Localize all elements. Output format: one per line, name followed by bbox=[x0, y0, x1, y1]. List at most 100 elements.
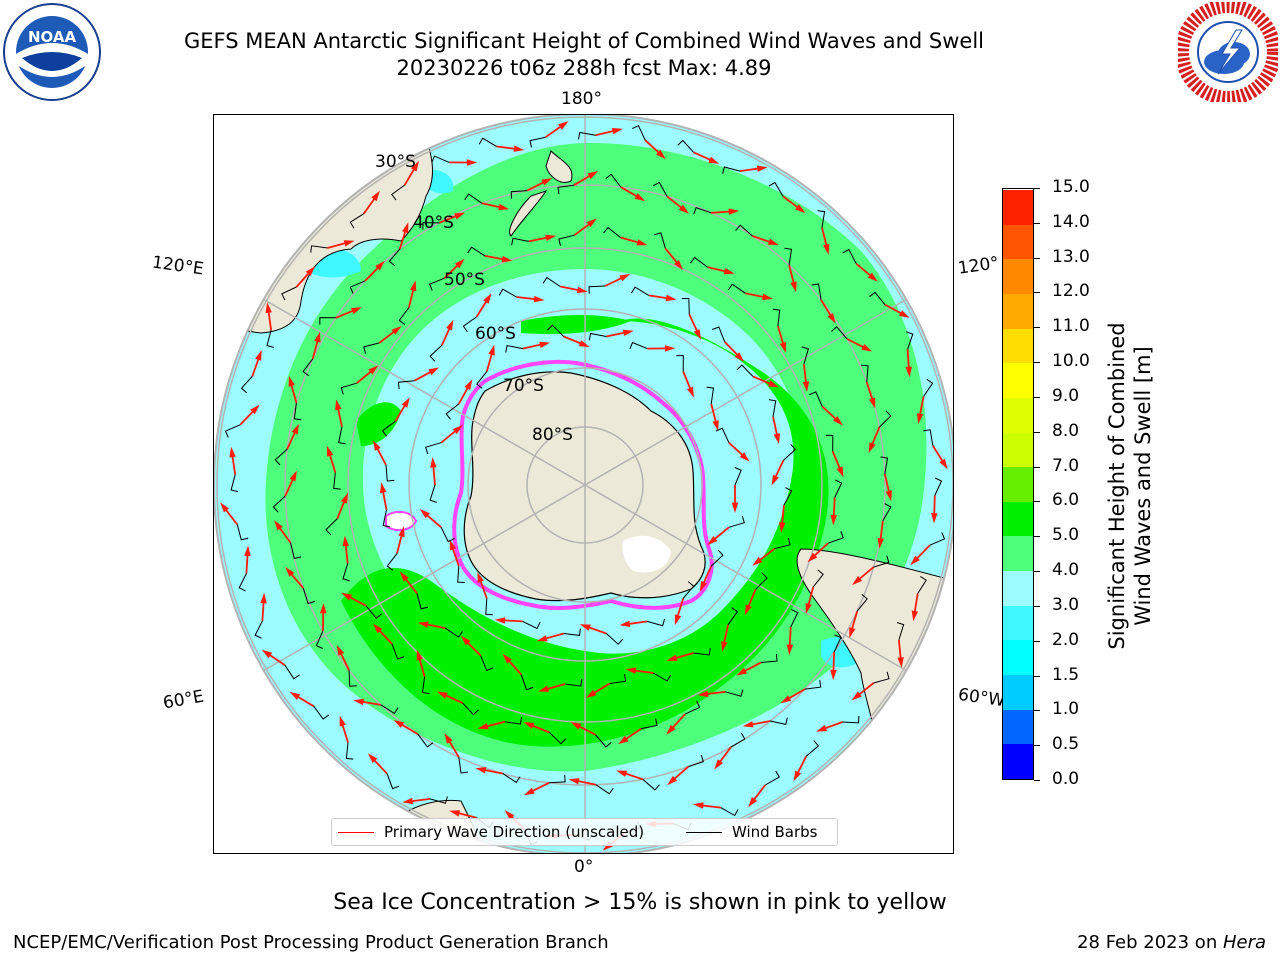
wave-arrow-head bbox=[636, 239, 648, 246]
wave-arrow-head bbox=[861, 344, 873, 352]
wave-arrow-head bbox=[446, 319, 454, 331]
wave-direction-arrow bbox=[718, 746, 732, 764]
wind-barb bbox=[880, 456, 889, 474]
wind-barb bbox=[722, 166, 741, 174]
wave-direction-arrow bbox=[484, 255, 505, 261]
wind-barb bbox=[467, 246, 486, 257]
wave-arrow-head bbox=[805, 603, 812, 614]
wave-arrow-head bbox=[823, 243, 830, 255]
wave-direction-arrow bbox=[648, 294, 669, 300]
wave-arrow-head bbox=[779, 342, 786, 353]
wave-direction-arrow bbox=[870, 426, 881, 446]
wave-direction-arrow bbox=[700, 804, 721, 809]
wave-direction-arrow bbox=[336, 499, 346, 519]
polar-map bbox=[213, 114, 954, 854]
wave-direction-arrow bbox=[290, 383, 298, 404]
wave-arrow-head bbox=[899, 310, 910, 318]
wind-barb bbox=[676, 355, 684, 372]
wave-direction-arrow bbox=[750, 720, 771, 726]
wave-arrow-head bbox=[570, 722, 582, 730]
wave-direction-arrow bbox=[752, 375, 772, 386]
wave-arrow-head bbox=[742, 721, 754, 728]
wave-direction-arrow bbox=[485, 720, 505, 728]
wave-direction-arrow bbox=[781, 504, 785, 525]
colorbar-tick-label: 12.0 bbox=[1052, 281, 1090, 302]
wave-arrow-head bbox=[504, 810, 515, 820]
wind-barb bbox=[338, 426, 346, 445]
wind-barb bbox=[831, 326, 848, 340]
wind-barb bbox=[557, 184, 574, 195]
wave-direction-arrow bbox=[803, 364, 808, 385]
wave-direction-arrow bbox=[289, 572, 304, 589]
wave-direction-arrow bbox=[728, 442, 745, 457]
wind-barb bbox=[690, 256, 708, 268]
wind-barb bbox=[681, 297, 690, 315]
wave-arrow-head bbox=[437, 691, 448, 699]
wind-barb bbox=[768, 181, 784, 197]
wave-direction-arrow bbox=[530, 724, 550, 734]
wind-barb bbox=[825, 434, 834, 452]
wind-barb bbox=[882, 503, 892, 522]
wave-arrow-head bbox=[830, 669, 837, 681]
wave-arrow-head bbox=[762, 293, 773, 300]
noaa-logo-icon: NOAA bbox=[3, 3, 101, 101]
wave-direction-arrow bbox=[526, 180, 546, 192]
wave-direction-arrow bbox=[410, 798, 431, 803]
wave-arrow-head bbox=[399, 571, 409, 582]
wave-arrow-head bbox=[587, 171, 598, 180]
wave-direction-arrow bbox=[676, 598, 685, 618]
wind-barb bbox=[710, 549, 724, 567]
colorbar-segment bbox=[1003, 258, 1033, 294]
wave-direction-arrow bbox=[906, 349, 910, 370]
wave-direction-arrow bbox=[245, 553, 249, 574]
wave-direction-arrow bbox=[774, 459, 785, 479]
legend-label-primary-wave: Primary Wave Direction (unscaled) bbox=[384, 823, 645, 841]
wave-direction-arrow bbox=[425, 513, 442, 528]
wind-barb bbox=[809, 391, 823, 407]
wave-arrow-head bbox=[288, 375, 295, 387]
wind-barb bbox=[578, 131, 596, 140]
wind-barb bbox=[254, 620, 263, 639]
wave-direction-arrow bbox=[604, 276, 624, 287]
colorbar-segment bbox=[1003, 709, 1033, 745]
wave-direction-arrow bbox=[418, 657, 426, 677]
wave-arrow-head bbox=[430, 457, 437, 468]
wind-barb bbox=[349, 280, 366, 294]
wave-direction-arrow bbox=[516, 296, 537, 301]
wave-direction-arrow bbox=[413, 370, 433, 382]
wave-arrow-head bbox=[833, 416, 843, 426]
wave-arrow-head bbox=[452, 425, 463, 435]
wave-direction-arrow bbox=[231, 454, 237, 475]
wave-arrow-head bbox=[578, 340, 590, 347]
wave-arrow-head bbox=[464, 379, 473, 390]
wave-direction-arrow bbox=[745, 292, 766, 299]
wind-barb bbox=[348, 670, 357, 687]
wave-direction-arrow bbox=[724, 341, 740, 357]
wind-barb bbox=[834, 479, 843, 498]
wave-direction-arrow bbox=[592, 682, 611, 695]
wind-barb bbox=[842, 248, 857, 265]
wave-arrow-head bbox=[410, 160, 419, 172]
wave-direction-arrow bbox=[545, 124, 563, 138]
nws-logo-icon bbox=[1178, 2, 1278, 102]
polar-map-canvas bbox=[214, 115, 953, 853]
wave-arrow-head bbox=[289, 691, 301, 700]
wave-arrow-head bbox=[419, 509, 430, 519]
wave-arrow-head bbox=[618, 735, 629, 745]
wave-arrow-head bbox=[748, 797, 758, 808]
wave-arrow-head bbox=[401, 397, 410, 408]
wind-barb bbox=[605, 633, 624, 645]
footer-date: 28 Feb 2023 on Hera bbox=[1077, 932, 1266, 953]
wind-barb bbox=[869, 291, 886, 306]
wave-direction-arrow bbox=[465, 640, 482, 657]
wave-arrow-head bbox=[911, 610, 919, 622]
colorbar-segment bbox=[1003, 224, 1033, 260]
colorbar-tick bbox=[1034, 780, 1040, 781]
colorbar-tick bbox=[1034, 640, 1040, 642]
wind-barb bbox=[715, 427, 730, 443]
wind-barb bbox=[929, 532, 946, 546]
wind-barb bbox=[421, 676, 430, 694]
wind-barb bbox=[770, 717, 788, 725]
wave-arrow-head bbox=[545, 234, 557, 241]
wave-direction-arrow bbox=[327, 241, 348, 249]
